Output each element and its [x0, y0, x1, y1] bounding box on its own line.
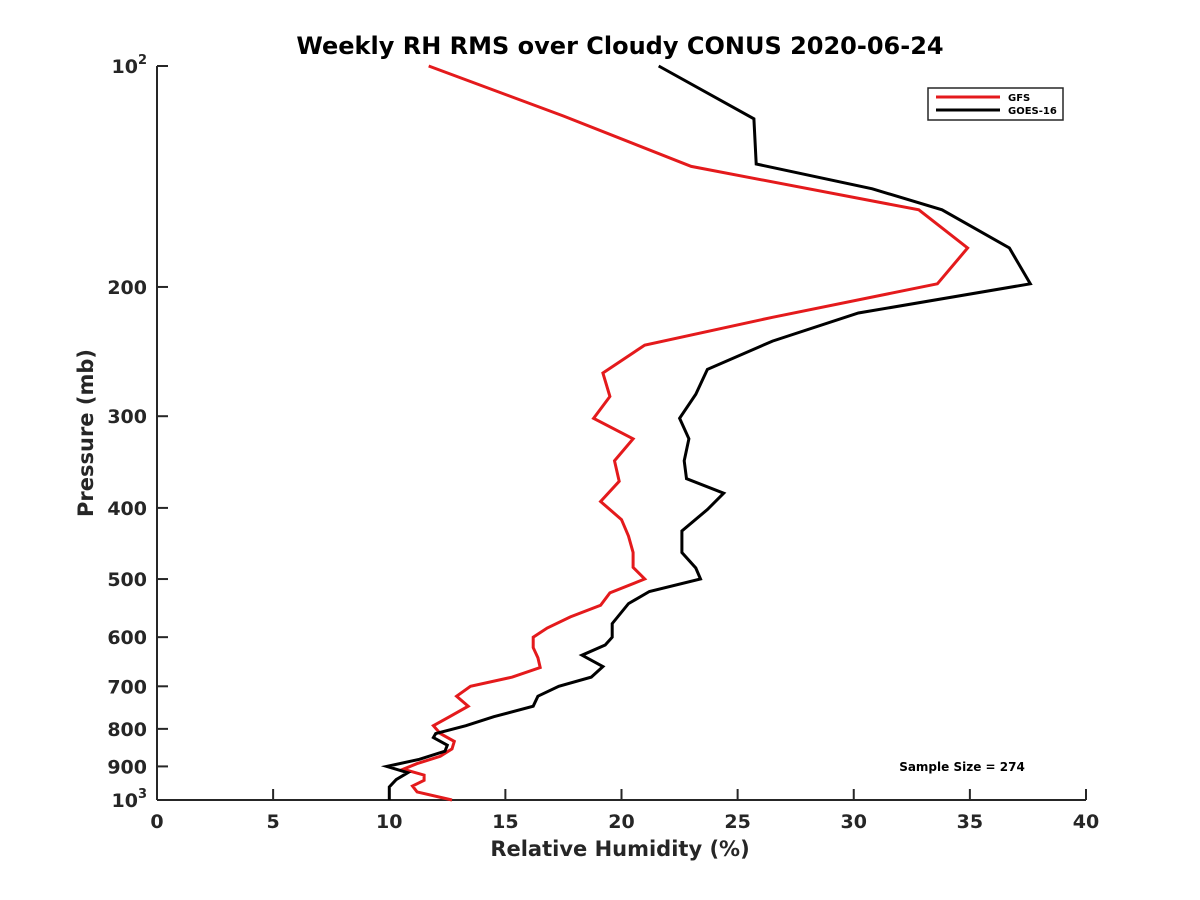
series-line-goes-16 — [380, 64, 1033, 800]
x-tick-label: 5 — [267, 811, 280, 833]
y-tick-base: 10 — [112, 56, 138, 78]
y-tick-label: 800 — [107, 719, 147, 741]
y-tick-label: 600 — [107, 627, 147, 649]
x-tick-label: 0 — [150, 811, 163, 833]
y-tick-label: 700 — [107, 676, 147, 698]
x-tick-label: 30 — [841, 811, 867, 833]
y-tick-label: 300 — [107, 406, 147, 428]
x-tick-label: 20 — [608, 811, 634, 833]
x-tick-label: 10 — [376, 811, 402, 833]
legend: GFS GOES-16 — [927, 87, 1064, 121]
y-tick-label: 500 — [107, 569, 147, 591]
y-axis-label: Pressure (mb) — [74, 349, 98, 517]
series-line-gfs — [398, 64, 970, 802]
legend-label: GOES-16 — [1008, 106, 1057, 117]
x-tick-label: 35 — [957, 811, 983, 833]
x-tick-label: 15 — [492, 811, 518, 833]
x-axis-label: Relative Humidity (%) — [490, 837, 749, 861]
y-tick-base: 10 — [112, 790, 138, 812]
series-layer — [380, 64, 1033, 802]
sample-size-annotation: Sample Size = 274 — [899, 760, 1025, 774]
x-tick-label: 25 — [724, 811, 750, 833]
axes: 0 5 10 15 20 25 30 35 40102200300400500600700800… — [107, 53, 1099, 833]
x-tick-label: 40 — [1073, 811, 1099, 833]
y-tick-exponent: 2 — [138, 53, 147, 68]
legend-label: GFS — [1008, 93, 1030, 104]
legend-box — [927, 87, 1064, 121]
y-tick-label: 103 — [112, 787, 148, 812]
y-tick-exponent: 3 — [138, 787, 147, 802]
chart-title: Weekly RH RMS over Cloudy CONUS 2020-06-… — [296, 32, 943, 60]
y-tick-label: 200 — [107, 277, 147, 299]
y-tick-label: 900 — [107, 756, 147, 778]
y-tick-label: 102 — [112, 53, 148, 78]
y-tick-label: 400 — [107, 498, 147, 520]
